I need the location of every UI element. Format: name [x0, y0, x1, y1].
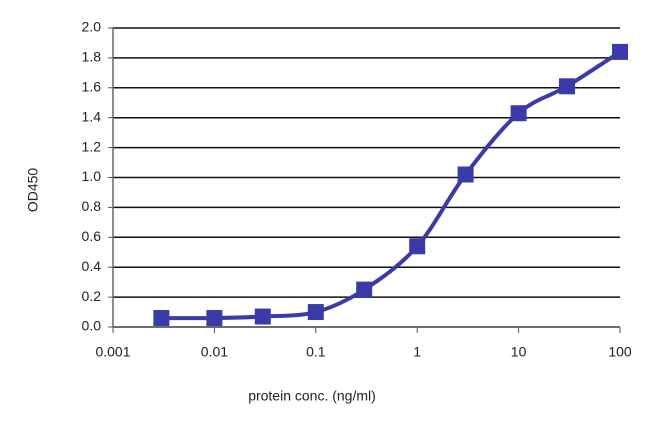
x-tick-label: 0.01	[201, 344, 228, 360]
x-tick-label: 0.1	[306, 344, 326, 360]
y-tick-label: 1.2	[82, 138, 102, 154]
x-tick-label: 10	[511, 344, 527, 360]
data-marker	[206, 310, 223, 327]
data-marker	[457, 166, 474, 183]
data-line	[161, 50, 622, 321]
data-marker	[409, 238, 426, 255]
y-tick-label: 1.8	[82, 49, 102, 65]
y-tick-label: 1.4	[82, 108, 102, 124]
y-tick-label: 0.6	[82, 228, 102, 244]
data-marker	[254, 308, 271, 325]
x-tick-label: 1	[413, 344, 421, 360]
data-marker	[153, 310, 170, 327]
data-marker	[510, 105, 527, 122]
y-tick-label: 0.8	[82, 198, 102, 214]
x-tick-label: 0.001	[95, 344, 130, 360]
x-axis-label: protein conc. (ng/ml)	[248, 388, 376, 404]
y-tick-label: 0.0	[82, 318, 102, 334]
data-marker	[612, 43, 628, 60]
data-marker	[356, 281, 373, 298]
y-tick-label: 2.0	[82, 19, 102, 35]
y-axis-label: OD450	[25, 168, 41, 213]
y-tick-label: 1.6	[82, 79, 102, 95]
x-tick-label: 100	[608, 344, 632, 360]
y-tick-label: 1.0	[82, 168, 102, 184]
y-tick-label: 0.2	[82, 288, 102, 304]
data-marker	[558, 78, 575, 95]
data-marker	[307, 304, 324, 321]
y-tick-label: 0.4	[82, 258, 102, 274]
